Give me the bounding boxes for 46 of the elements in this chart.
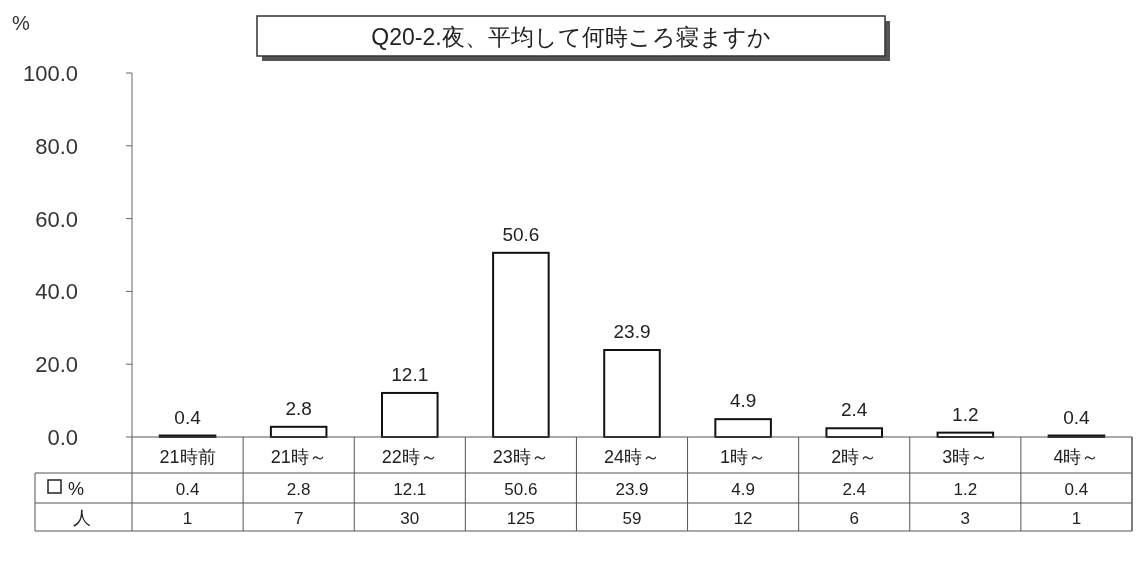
y-tick-label: 80.0 (35, 133, 78, 159)
x-tick-label: 1時～ (720, 447, 767, 467)
y-tick-label: 20.0 (35, 352, 78, 378)
data-label: 1.2 (952, 403, 979, 425)
text: 12.1 (393, 480, 427, 499)
text: 6 (849, 509, 859, 528)
x-tick-label: 24時～ (603, 447, 661, 467)
chart-title: Q20-2.夜、平均して何時ころ寝ますか (371, 24, 771, 50)
text: 4.9 (731, 480, 755, 499)
text: 1 (1071, 509, 1082, 528)
data-label: 0.4 (174, 406, 202, 428)
text: 59 (622, 509, 642, 528)
data-label: 4.9 (729, 390, 757, 412)
y-axis-title: % (12, 12, 30, 34)
text: 125 (506, 509, 536, 528)
text: 1 (182, 509, 193, 528)
x-tick-label: 3時～ (942, 447, 989, 467)
text: 2.8 (286, 480, 311, 499)
data-label: 50.6 (502, 223, 540, 245)
data-label: 23.9 (613, 321, 651, 342)
text: 1.2 (953, 480, 978, 499)
y-tick-label: 40.0 (35, 279, 78, 305)
data-label: 0.4 (1063, 406, 1091, 428)
y-tick-label: 0.0 (47, 425, 78, 450)
text: 23.9 (615, 480, 649, 499)
text: 7 (293, 509, 304, 528)
legend: % (47, 479, 84, 499)
x-tick-label: 21時前 (159, 447, 216, 467)
y-tick-label: 100.0 (22, 61, 78, 86)
data-label: 12.1 (391, 363, 429, 385)
text: 50.6 (504, 480, 538, 499)
text: 2.4 (842, 480, 867, 499)
text: 30 (400, 509, 420, 528)
x-tick-label: 23時～ (492, 447, 549, 467)
text: 0.4 (175, 480, 200, 499)
x-tick-label: 21時～ (270, 447, 327, 467)
data-label: 2.8 (285, 397, 312, 419)
x-tick-label: 22時～ (381, 447, 438, 467)
x-tick-label: 2時～ (831, 447, 878, 467)
text: 人 (73, 508, 91, 528)
text: 0.4 (1064, 480, 1089, 499)
text: 12 (733, 509, 753, 528)
data-label: 2.4 (841, 399, 868, 421)
text: 3 (960, 509, 971, 528)
x-tick-label: 4時～ (1053, 447, 1100, 467)
y-tick-label: 60.0 (35, 206, 78, 232)
